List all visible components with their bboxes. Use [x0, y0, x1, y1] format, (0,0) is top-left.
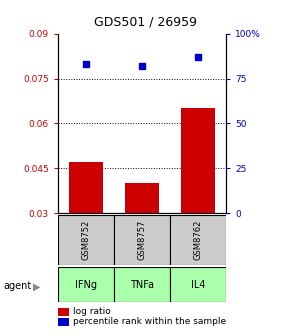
Text: IL4: IL4 [191, 280, 205, 290]
Text: percentile rank within the sample: percentile rank within the sample [73, 318, 226, 326]
Bar [114, 215, 170, 265]
Text: GSM8757: GSM8757 [137, 220, 147, 260]
Text: GSM8752: GSM8752 [81, 220, 90, 260]
Bar [125, 183, 159, 213]
Bar [170, 215, 226, 265]
Text: ▶: ▶ [32, 281, 40, 291]
Bar [170, 267, 226, 302]
Bar [58, 267, 114, 302]
Text: GSM8762: GSM8762 [194, 220, 203, 260]
Bar [69, 162, 103, 213]
Text: IFNg: IFNg [75, 280, 97, 290]
Bar [114, 267, 170, 302]
Text: TNFa: TNFa [130, 280, 154, 290]
Bar [181, 109, 215, 213]
Bar [58, 215, 114, 265]
Text: GDS501 / 26959: GDS501 / 26959 [93, 15, 197, 28]
Text: log ratio: log ratio [73, 307, 111, 316]
Text: agent: agent [3, 281, 31, 291]
